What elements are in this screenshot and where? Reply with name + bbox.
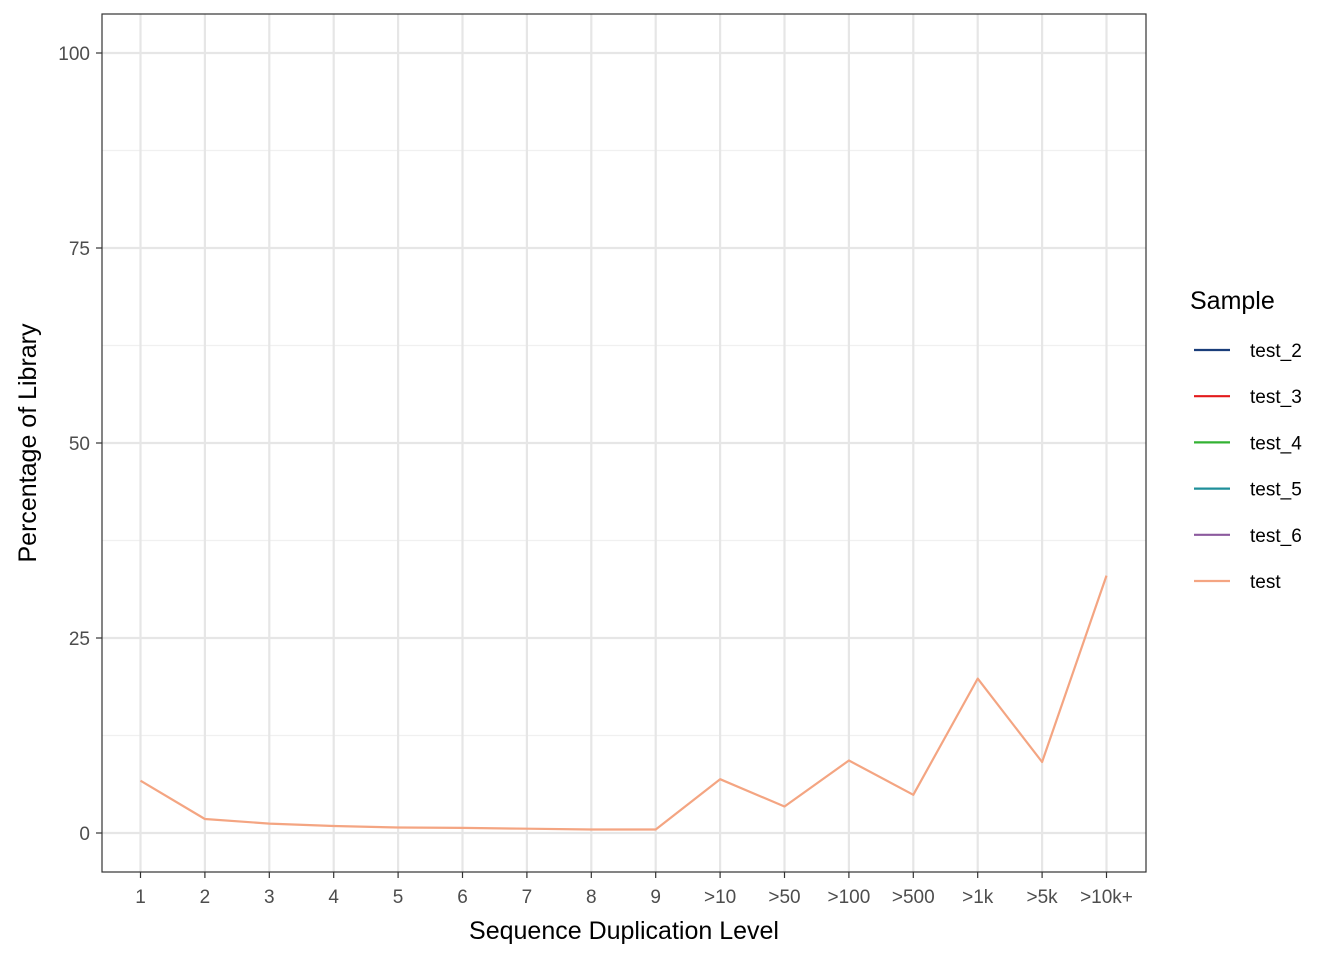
legend-label-test_4: test_4 <box>1250 433 1302 454</box>
x-tick-label: 1 <box>135 887 146 908</box>
legend-label-test_2: test_2 <box>1250 341 1302 362</box>
y-tick-label: 100 <box>58 44 90 65</box>
x-tick-label: >10 <box>704 887 736 908</box>
x-tick-label: >50 <box>768 887 800 908</box>
legend-label-test_3: test_3 <box>1250 387 1302 408</box>
x-tick-label: 5 <box>393 887 404 908</box>
x-tick-label: >100 <box>828 887 871 908</box>
y-tick-label: 0 <box>79 824 90 845</box>
x-tick-label: 7 <box>522 887 533 908</box>
x-tick-label: 6 <box>457 887 468 908</box>
y-axis: 0 25 50 75 100 <box>58 44 102 845</box>
x-tick-label: >10k+ <box>1080 887 1133 908</box>
legend: Sample test_2 test_3 test_4 test_5 test_6tes… <box>1190 287 1302 593</box>
x-tick-label: 4 <box>328 887 339 908</box>
major-gridlines <box>102 14 1146 872</box>
y-tick-label: 25 <box>69 629 90 650</box>
x-tick-label: 8 <box>586 887 597 908</box>
legend-title: Sample <box>1190 287 1275 315</box>
x-tick-label: 2 <box>200 887 211 908</box>
series-lines <box>139 575 1108 831</box>
x-axis: 1 2 3 4 5 6 7 8 9 >10 >50 >100 >500 >1k >5k >10k+ <box>135 872 1133 908</box>
legend-label-test_5: test_5 <box>1250 480 1302 501</box>
x-axis-title: Sequence Duplication Level <box>469 917 779 945</box>
x-tick-label: 9 <box>650 887 661 908</box>
x-tick-label: >500 <box>892 887 935 908</box>
series-line-test <box>139 575 1108 831</box>
y-tick-label: 75 <box>69 239 90 260</box>
x-tick-label: >1k <box>962 887 994 908</box>
x-tick-label: 3 <box>264 887 275 908</box>
legend-label-test: test <box>1250 572 1281 593</box>
legend-label-test_6: test_6 <box>1250 526 1302 547</box>
y-tick-label: 50 <box>69 434 90 455</box>
x-tick-label: >5k <box>1027 887 1059 908</box>
minor-gridlines <box>102 149 1146 737</box>
y-axis-title: Percentage of Library <box>14 323 42 563</box>
